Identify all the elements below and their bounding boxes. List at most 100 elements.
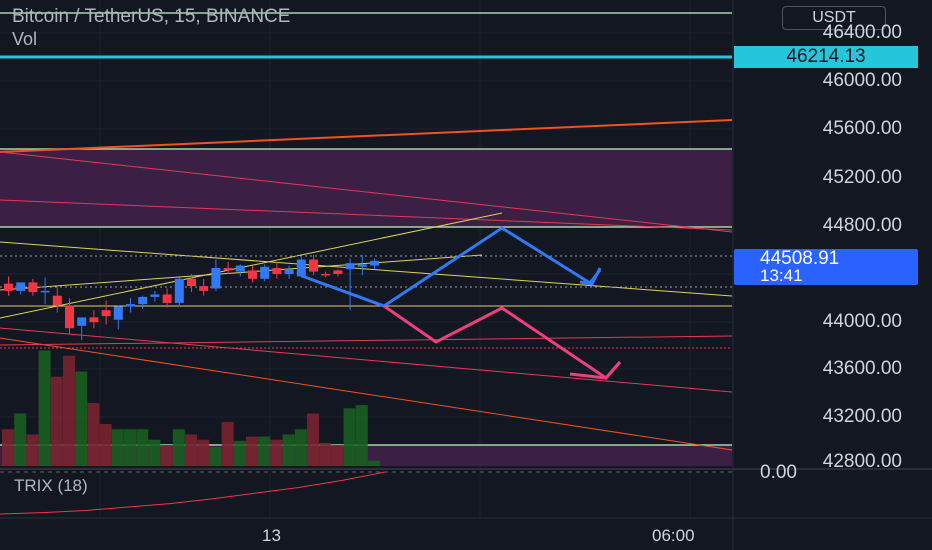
candle-body[interactable] [321,274,331,276]
candle-body[interactable] [150,294,160,297]
volume-bar [87,403,100,466]
volume-bar [185,434,197,466]
volume-bar [111,429,124,466]
price-label-43600: 43600.00 [822,358,902,379]
candle-body[interactable] [333,270,343,274]
red-trend-line-2[interactable] [0,199,733,231]
time-label-0600: 06:00 [652,526,695,545]
candle-body[interactable] [162,294,172,303]
volume-bar [343,408,356,466]
candle-body[interactable] [260,266,270,279]
volume-bar [270,439,283,466]
volume-bar [148,439,161,466]
last-price-value: 44508.91 [760,248,840,269]
bar-countdown: 13:41 [760,266,803,285]
volume-bar [160,445,173,466]
level-price-tag: 46214.13 [734,46,918,68]
red-trend-line-5[interactable] [0,335,733,346]
volume-bar [331,445,344,466]
price-label-44000: 44000.00 [822,311,902,332]
red-trend-line-1[interactable] [0,151,733,233]
yellow-trend-line-1[interactable] [0,212,503,319]
candle-body[interactable] [77,317,87,326]
pink-projection-path[interactable] [383,304,622,380]
candle-body[interactable] [138,296,148,305]
candle-body[interactable] [272,267,282,274]
price-label-43200: 43200.00 [822,406,902,427]
volume-bar [294,429,307,466]
candle-body[interactable] [28,282,38,293]
volume-bar [14,413,27,466]
volume-bar [26,434,39,466]
red-trend-line-4[interactable] [0,337,733,451]
candle-body[interactable] [235,265,245,272]
price-label-46000: 46000.00 [822,70,902,91]
volume-bar [246,436,258,466]
volume-bar [63,355,75,466]
candle-body[interactable] [126,304,135,307]
symbol-title[interactable]: Bitcoin / TetherUS, 15, BINANCE [12,6,291,27]
volume-bar [221,421,234,466]
candle-body[interactable] [65,305,74,329]
candles [4,254,379,341]
trix-label[interactable]: TRIX (18) [14,476,88,495]
candle-body[interactable] [211,267,221,289]
candle-body[interactable] [370,260,379,266]
symbol-header: Bitcoin / TetherUS, 15, BINANCE Vol [12,6,290,50]
price-label-44800: 44800.00 [822,215,902,236]
volume-bar [197,439,210,466]
currency-selector[interactable]: USDT [782,6,886,30]
volume-bar [172,429,185,466]
yellow-trend-line-3[interactable] [0,254,483,291]
candle-body[interactable] [174,278,184,303]
volume-bar [50,376,63,466]
price-label-42800: 42800.00 [822,451,902,472]
volume-bar [38,350,51,466]
volume-bar [355,405,368,466]
volume-bars [2,350,380,466]
resistance-zone [0,149,732,227]
orange-trend-line[interactable] [0,119,733,153]
pink-projection-arrow [569,361,622,380]
blue-projection-arrow [579,267,602,286]
volume-label[interactable]: Vol [12,29,38,49]
candle-body[interactable] [16,282,26,291]
candle-body[interactable] [309,259,318,272]
volume-bar [233,440,246,466]
red-trend-line-3[interactable] [0,327,733,393]
volume-bar [307,413,319,466]
price-label-45200: 45200.00 [822,167,902,188]
candle-body[interactable] [296,259,306,277]
volume-bar [368,460,380,466]
volume-bar [136,429,149,466]
last-price-tag: 44508.91 13:41 [734,249,918,285]
candle-body[interactable] [187,278,196,287]
candle-body[interactable] [284,269,294,274]
price-label-46400: 46400.00 [822,22,902,43]
volume-bar [319,442,332,466]
candle-body[interactable] [89,317,99,323]
candle-body[interactable] [101,310,111,317]
candle-body[interactable] [248,270,257,279]
candle-body[interactable] [357,264,367,267]
price-label-45600: 45600.00 [822,118,902,139]
volume-bar [99,424,112,466]
candle-body[interactable] [4,283,13,291]
candle-body[interactable] [113,306,123,320]
volume-bar [75,371,88,466]
yellow-trend-line-2[interactable] [0,241,733,297]
volume-bar [282,434,295,466]
candle-body[interactable] [223,267,233,271]
volume-bar [209,447,222,466]
trix-zero-label: 0.00 [760,462,797,483]
volume-bar [258,436,271,466]
candle-body[interactable] [199,286,209,291]
candle-body[interactable] [345,263,355,270]
volume-bar [124,429,136,466]
trix-line[interactable] [0,471,386,515]
time-label-13: 13 [262,526,281,545]
candle-body[interactable] [52,295,62,306]
candle-body[interactable] [40,290,50,293]
volume-bar [2,429,14,466]
